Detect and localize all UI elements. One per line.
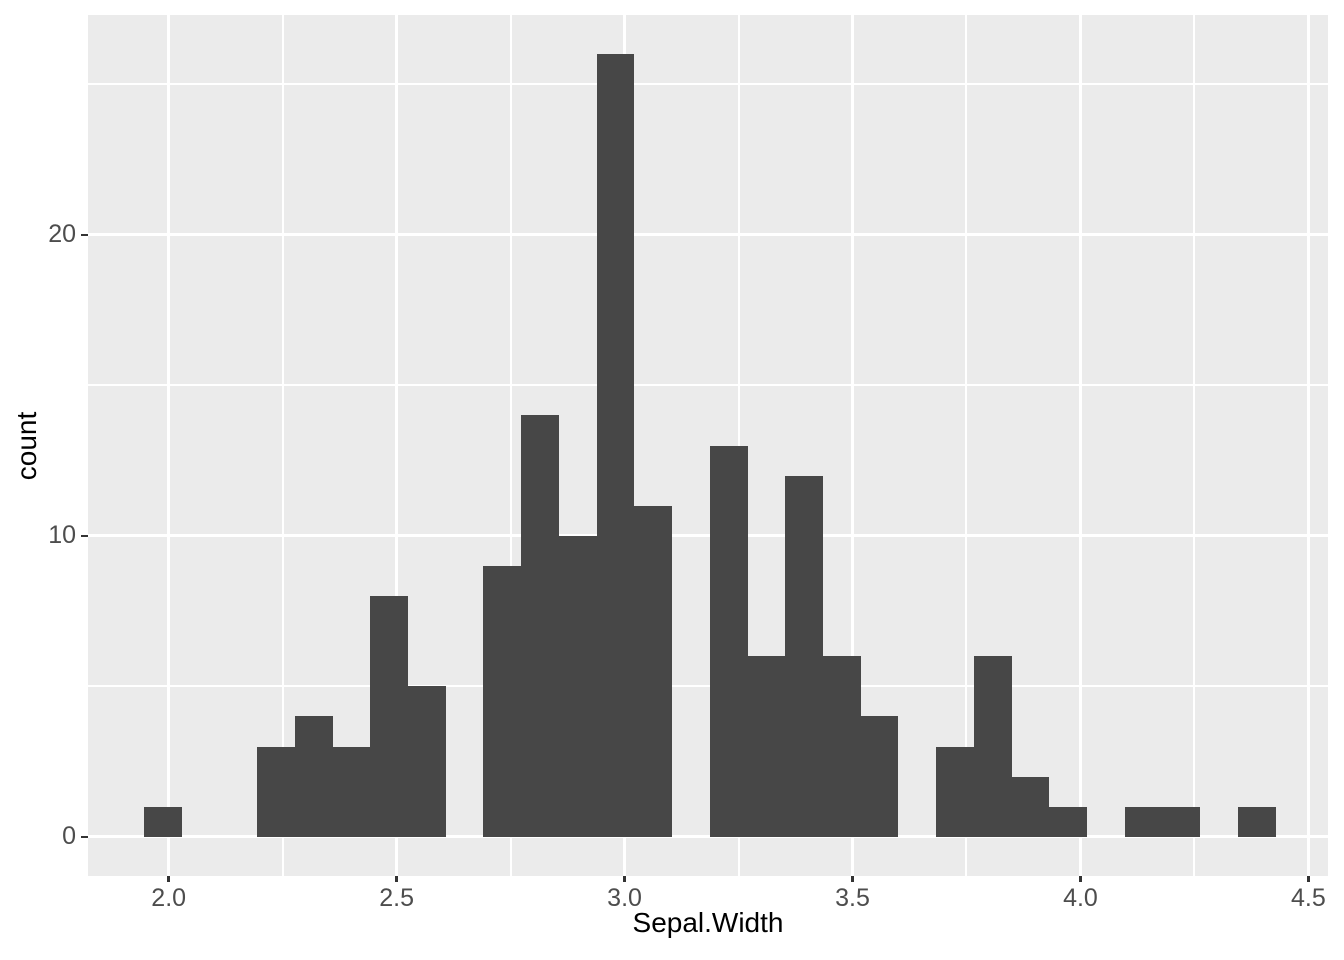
x-minor-gridline <box>965 15 968 876</box>
x-tick-mark <box>395 876 398 882</box>
x-major-gridline <box>1078 15 1082 876</box>
y-tick-mark <box>81 534 88 538</box>
histogram-bar <box>370 596 408 837</box>
histogram-bar <box>823 656 861 837</box>
histogram-bar <box>596 54 635 837</box>
histogram-bar <box>785 475 823 837</box>
histogram-bar <box>1011 776 1050 837</box>
histogram-bar <box>143 806 182 837</box>
histogram-bar <box>1049 806 1088 837</box>
x-tick-mark <box>851 876 854 882</box>
histogram-bar <box>1162 806 1201 837</box>
histogram-bar <box>1238 806 1276 837</box>
x-minor-gridline <box>1193 15 1196 876</box>
x-major-gridline <box>851 15 854 876</box>
x-tick-mark <box>1307 876 1310 882</box>
y-tick-mark <box>81 835 88 839</box>
x-major-gridline <box>395 15 399 876</box>
y-minor-gridline <box>88 384 1328 387</box>
histogram-bar <box>407 686 446 837</box>
x-tick-label: 2.5 <box>379 884 414 912</box>
y-tick-mark <box>81 233 88 237</box>
plot-panel <box>88 15 1328 876</box>
x-tick-label: 4.5 <box>1291 884 1326 912</box>
x-minor-gridline <box>281 15 284 876</box>
histogram-bar <box>634 505 673 837</box>
y-tick-label: 0 <box>62 822 76 851</box>
x-major-gridline <box>167 15 171 876</box>
x-tick-mark <box>623 876 626 882</box>
histogram-bar <box>936 746 974 837</box>
histogram-bar <box>1124 806 1163 837</box>
x-tick-mark <box>167 876 170 882</box>
histogram-bar <box>558 535 597 837</box>
y-tick-label: 10 <box>48 521 76 550</box>
histogram-bar <box>709 445 748 837</box>
histogram-bar <box>294 716 333 837</box>
y-minor-gridline <box>88 83 1328 86</box>
x-major-gridline <box>1306 15 1310 876</box>
x-tick-label: 3.5 <box>835 884 870 912</box>
y-minor-gridline <box>88 685 1328 688</box>
x-tick-mark <box>1079 876 1082 882</box>
x-tick-label: 3.0 <box>607 884 642 912</box>
histogram-bar <box>332 746 371 837</box>
x-axis-title: Sepal.Width <box>632 907 784 938</box>
histogram-bar <box>483 565 522 837</box>
y-major-gridline <box>88 534 1328 538</box>
y-major-gridline <box>88 233 1328 237</box>
y-axis-title: count <box>11 411 42 480</box>
x-tick-label: 4.0 <box>1063 884 1098 912</box>
y-tick-label: 20 <box>48 220 76 249</box>
histogram-bar <box>747 656 786 837</box>
histogram-bar <box>257 746 295 837</box>
x-minor-gridline <box>509 15 512 876</box>
histogram-bar <box>860 716 899 837</box>
x-tick-label: 2.0 <box>151 884 187 912</box>
y-major-gridline <box>88 835 1328 839</box>
histogram-bar <box>973 656 1012 837</box>
histogram-bar <box>521 415 559 837</box>
